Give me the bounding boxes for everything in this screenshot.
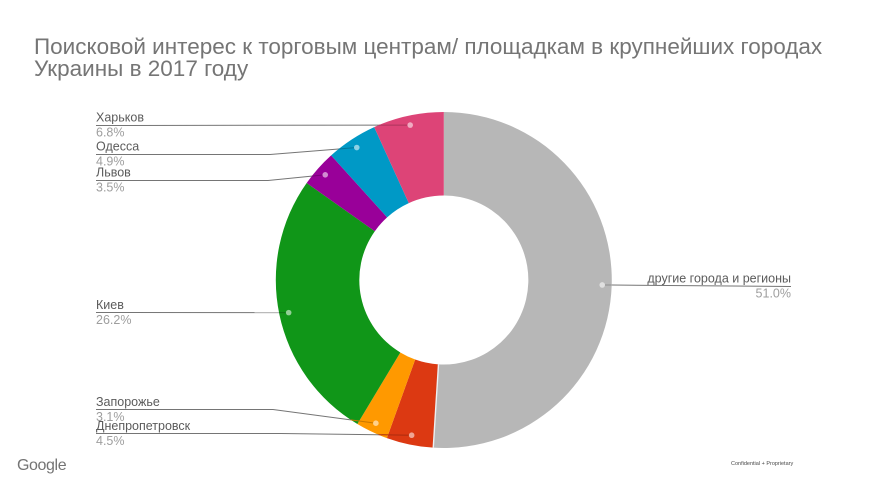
svg-text:4.5%: 4.5% xyxy=(96,434,125,448)
svg-text:Харьков: Харьков xyxy=(96,111,144,125)
svg-text:3.1%: 3.1% xyxy=(96,410,125,424)
svg-text:Киев: Киев xyxy=(96,298,124,312)
svg-text:3.5%: 3.5% xyxy=(96,181,125,195)
svg-text:Днепропетровск: Днепропетровск xyxy=(96,419,191,433)
svg-text:Львов: Львов xyxy=(96,166,131,180)
svg-text:Запорожье: Запорожье xyxy=(96,395,160,409)
svg-text:51.0%: 51.0% xyxy=(756,287,791,301)
svg-text:26.2%: 26.2% xyxy=(96,313,131,327)
svg-text:Одесса: Одесса xyxy=(96,140,139,154)
svg-text:другие города и регионы: другие города и регионы xyxy=(647,271,791,285)
svg-text:6.8%: 6.8% xyxy=(96,126,125,140)
svg-text:4.9%: 4.9% xyxy=(96,155,125,169)
